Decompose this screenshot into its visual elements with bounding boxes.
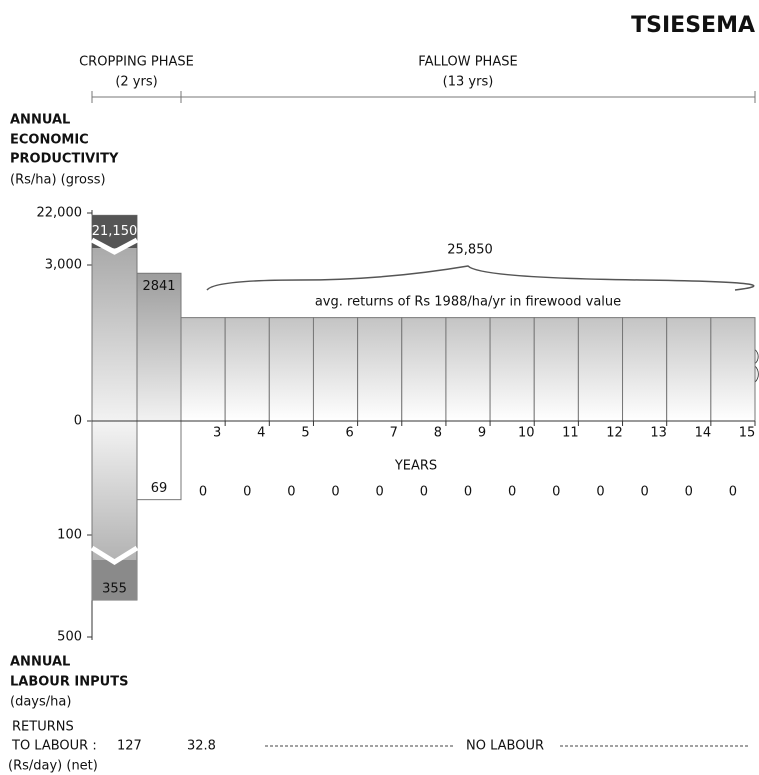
- labour-value: 69: [151, 481, 168, 496]
- value-label: 2841: [142, 279, 175, 294]
- phase-duration: (2 yrs): [115, 75, 157, 90]
- returns-label: TO LABOUR :: [11, 739, 97, 754]
- y2-axis-label: LABOUR INPUTS: [10, 675, 128, 690]
- y2-axis-label: ANNUAL: [10, 655, 70, 670]
- phase-name: CROPPING PHASE: [79, 55, 194, 70]
- labour-value: 0: [596, 485, 604, 500]
- value-label: 21,150: [92, 224, 138, 239]
- returns-label: (Rs/day) (net): [8, 759, 98, 774]
- bar: [534, 318, 578, 421]
- x-tick-label: 15: [739, 426, 756, 441]
- y-axis-label: PRODUCTIVITY: [10, 152, 119, 167]
- bar: [313, 318, 357, 421]
- bar: [358, 318, 402, 421]
- x-axis-label: YEARS: [394, 459, 437, 474]
- returns-value: 32.8: [187, 739, 216, 754]
- phase-bracket: [181, 91, 755, 103]
- returns-label: RETURNS: [12, 720, 74, 735]
- x-tick-label: 3: [213, 426, 221, 441]
- labour-value: 0: [640, 485, 648, 500]
- x-tick-label: 14: [695, 426, 712, 441]
- labour-value: 0: [552, 485, 560, 500]
- y-axis-label: (Rs/ha) (gross): [10, 173, 106, 188]
- bar: [667, 318, 711, 421]
- fallow-total: 25,850: [447, 243, 493, 258]
- x-tick-label: 4: [257, 426, 265, 441]
- bar: [446, 318, 490, 421]
- labour-value: 0: [376, 485, 384, 500]
- y-axis-label: ANNUAL: [10, 113, 70, 128]
- labour-value: 0: [199, 485, 207, 500]
- bar: [578, 318, 622, 421]
- fallow-note: avg. returns of Rs 1988/ha/yr in firewoo…: [315, 295, 621, 310]
- x-tick-label: 10: [518, 426, 535, 441]
- labour-value: 0: [331, 485, 339, 500]
- x-tick-label: 8: [434, 426, 442, 441]
- bar: [490, 318, 534, 421]
- chart: TSIESEMA CROPPING PHASE (2 yrs) FALLOW PHA…: [0, 0, 759, 775]
- x-tick-label: 6: [345, 426, 353, 441]
- returns-value: 127: [117, 739, 142, 754]
- y-axis-label: ECONOMIC: [10, 133, 89, 148]
- y-tick-label: 3,000: [45, 258, 82, 273]
- bar: [225, 318, 269, 421]
- y2-tick-label: 500: [57, 630, 82, 645]
- phase-name: FALLOW PHASE: [418, 55, 517, 70]
- labour-value: 355: [102, 582, 127, 597]
- y-tick-label: 0: [74, 414, 82, 429]
- y2-axis-label: (days/ha): [10, 695, 71, 710]
- phase-bracket: [92, 91, 181, 103]
- y2-tick-label: 100: [57, 528, 82, 543]
- title: TSIESEMA: [631, 13, 755, 38]
- x-tick-label: 5: [301, 426, 309, 441]
- bar: [402, 318, 446, 421]
- x-tick-label: 12: [606, 426, 623, 441]
- labour-value: 0: [243, 485, 251, 500]
- y-tick-label: 22,000: [37, 206, 83, 221]
- x-tick-label: 7: [390, 426, 398, 441]
- x-tick-label: 13: [650, 426, 667, 441]
- bar: [623, 318, 667, 421]
- labour-value: 0: [685, 485, 693, 500]
- labour-value: 0: [464, 485, 472, 500]
- phase-duration: (13 yrs): [443, 75, 494, 90]
- bar: [181, 318, 225, 421]
- labour-value: 0: [420, 485, 428, 500]
- no-labour: NO LABOUR: [466, 739, 544, 754]
- labour-value: 0: [729, 485, 737, 500]
- labour-value: 0: [287, 485, 295, 500]
- x-tick-label: 9: [478, 426, 486, 441]
- brace: [207, 266, 754, 290]
- bar: [269, 318, 313, 421]
- bar: [137, 273, 181, 421]
- bar: [711, 318, 755, 421]
- x-tick-label: 11: [562, 426, 579, 441]
- labour-value: 0: [508, 485, 516, 500]
